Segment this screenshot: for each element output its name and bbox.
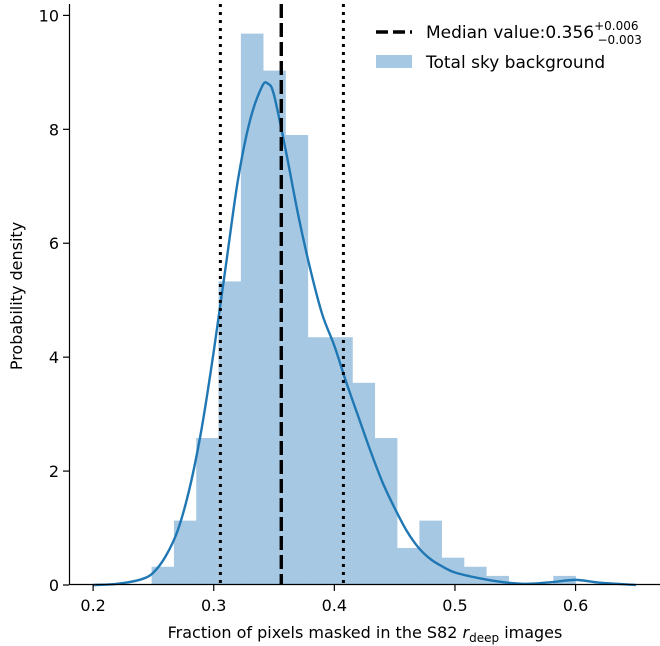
histogram-bar <box>151 566 175 585</box>
histogram-bar <box>285 135 309 585</box>
histogram-bar <box>173 520 197 585</box>
x-axis-label-suffix: images <box>504 623 562 642</box>
histogram-bar <box>374 438 398 585</box>
legend-median-prefix: Median value: <box>426 23 545 43</box>
x-axis-label-symbol: r <box>463 623 471 642</box>
histogram-bar <box>240 33 264 585</box>
histogram-bar <box>419 520 442 585</box>
y-tick-label: 4 <box>49 348 59 367</box>
y-ticks: 0 2 4 6 8 10 <box>39 6 69 595</box>
legend-median-value: 0.356 <box>545 23 594 43</box>
legend-median-sub: −0.003 <box>598 33 642 47</box>
x-axis-label-main: Fraction of pixels masked in the S82 <box>168 623 458 642</box>
x-axis-label: Fraction of pixels masked in the S82 rde… <box>168 623 563 645</box>
legend-patch-label: Total sky background <box>425 53 605 73</box>
x-tick-label: 0.5 <box>442 596 467 615</box>
x-tick-label: 0.3 <box>201 596 226 615</box>
histogram-bars <box>151 33 576 586</box>
histogram-bar <box>330 337 353 585</box>
y-tick-label: 10 <box>39 6 59 25</box>
histogram-bar <box>196 438 219 585</box>
y-tick-label: 6 <box>49 234 59 253</box>
histogram-bar <box>307 337 331 585</box>
x-ticks: 0.2 0.3 0.4 0.5 0.6 <box>80 585 588 615</box>
y-tick-label: 2 <box>49 462 59 481</box>
kde-curve <box>93 81 636 587</box>
legend: Median value:0.356+0.006 −0.003 Total sky… <box>376 19 642 73</box>
legend-patch-swatch <box>376 55 412 68</box>
legend-median-label: Median value:0.356+0.006 −0.003 <box>426 19 642 47</box>
histogram-bar <box>352 382 376 585</box>
x-tick-label: 0.6 <box>563 596 588 615</box>
histogram-bar <box>397 547 420 585</box>
x-tick-label: 0.4 <box>322 596 347 615</box>
y-tick-label: 0 <box>49 576 59 595</box>
y-axis-label: Probability density <box>7 222 26 370</box>
histogram-bar <box>464 566 487 585</box>
x-axis-label-subscript: deep <box>469 631 499 645</box>
histogram-bar <box>218 281 242 585</box>
x-tick-label: 0.2 <box>80 596 105 615</box>
legend-median-sup: +0.006 <box>594 19 638 33</box>
y-tick-label: 8 <box>49 120 59 139</box>
